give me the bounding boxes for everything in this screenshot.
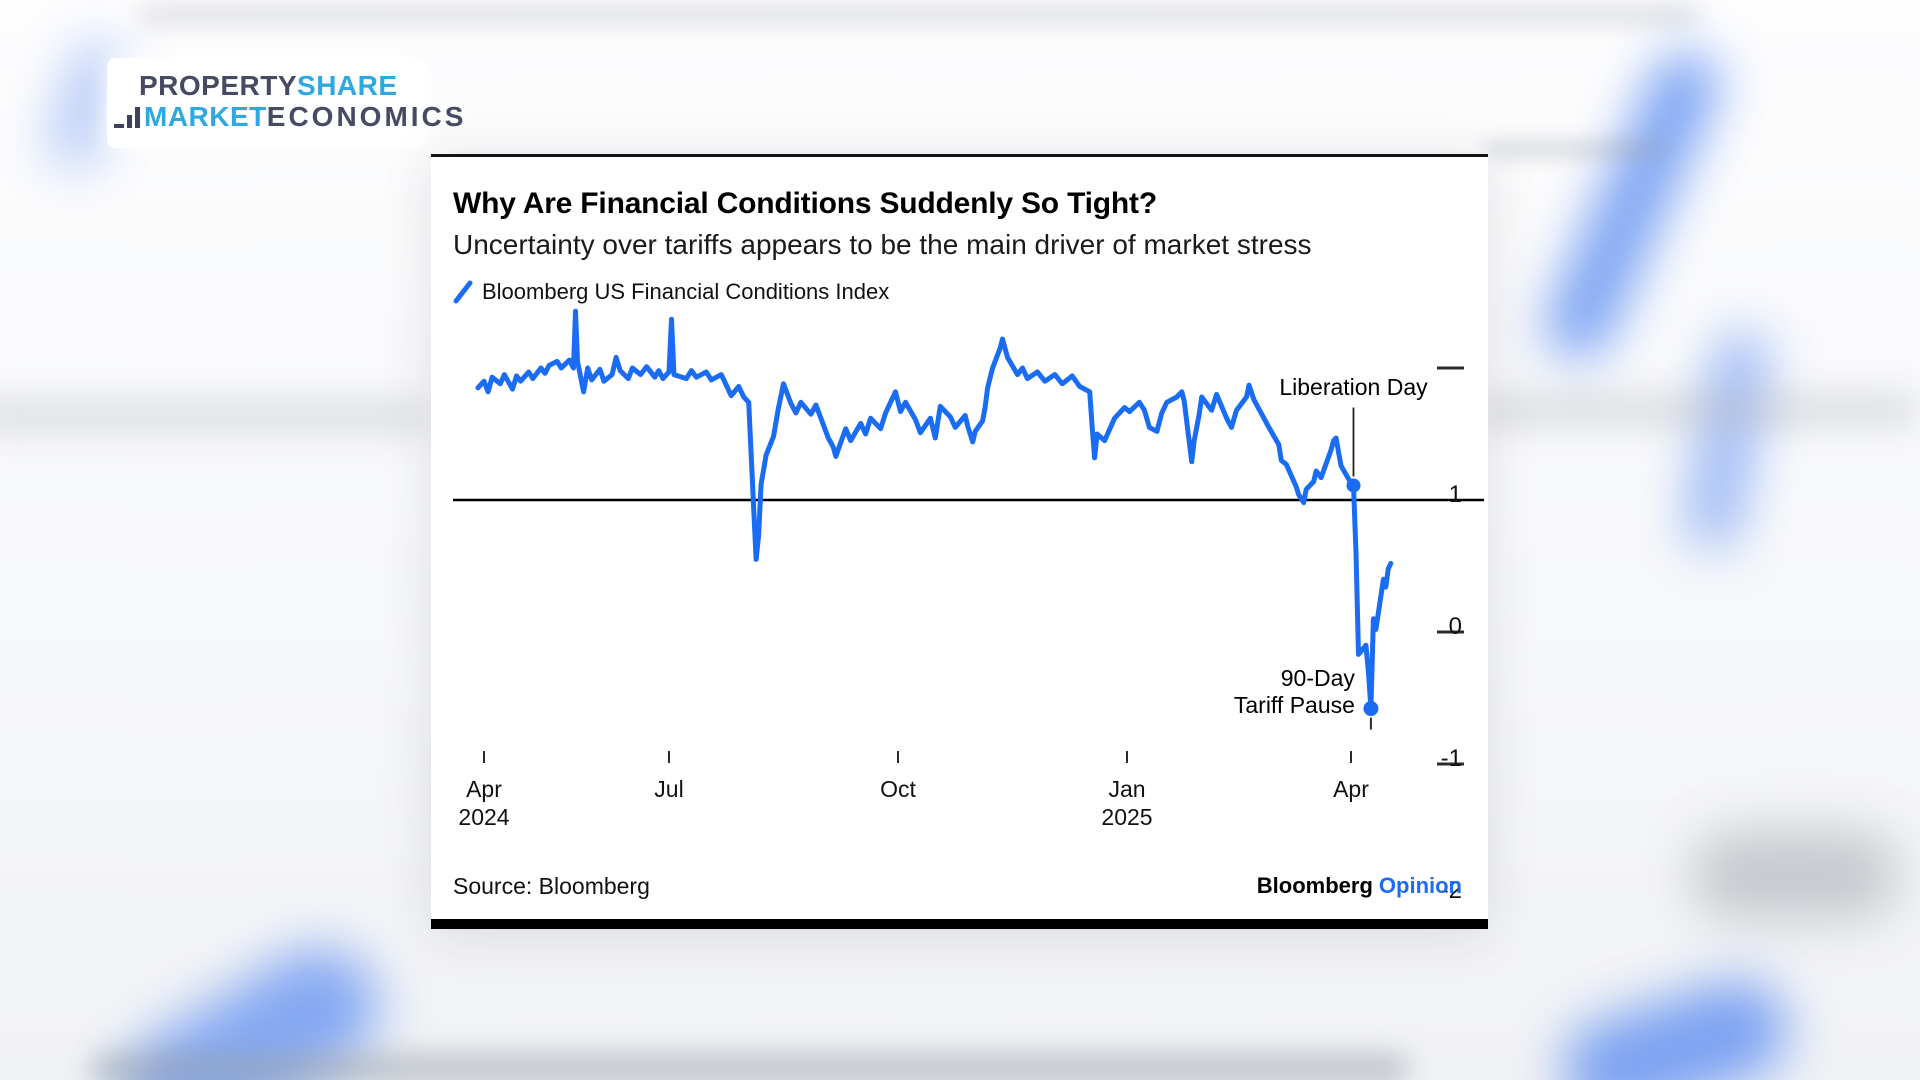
x-tick-label: Jul	[654, 776, 684, 802]
annotation-label: Liberation Day	[1279, 374, 1428, 401]
chart-card: Why Are Financial Conditions Suddenly So…	[431, 154, 1488, 929]
legend-line-icon	[453, 280, 473, 304]
x-tick-label: Apr 2024	[458, 776, 510, 830]
legend-label: Bloomberg US Financial Conditions Index	[482, 279, 890, 304]
bg-blur-gray-band	[1480, 395, 1920, 425]
brand-bloomberg: Bloomberg	[1256, 873, 1373, 898]
bg-blur-blue-streak	[1535, 41, 1729, 369]
x-tick-label: Apr	[1333, 776, 1369, 802]
brand-opinion: Opinion	[1378, 873, 1462, 898]
logo-text-share: SHARE	[297, 70, 398, 101]
bg-blur-blue-streak	[1681, 326, 1773, 554]
chart-plot	[453, 308, 1484, 766]
chart-subtitle: Uncertainty over tariffs appears to be t…	[453, 229, 1312, 260]
bg-blur-top-line	[140, 8, 1700, 22]
annotation-label: 90-Day Tariff Pause	[1233, 664, 1355, 718]
logo: PROPERTYSHARE MARKET ECONOMICS	[107, 58, 463, 148]
logo-line2: MARKET ECONOMICS	[114, 101, 463, 133]
logo-text-economics: ECONOMICS	[266, 101, 467, 132]
logo-line1: PROPERTYSHARE	[139, 71, 425, 101]
bg-blur-gray-band	[0, 402, 430, 430]
bg-blur-blue-streak	[1550, 966, 1800, 1080]
chart-title: Why Are Financial Conditions Suddenly So…	[453, 187, 1157, 220]
card-bottom-rule	[431, 919, 1488, 929]
logo-text-market: MARKET	[144, 101, 267, 132]
brand: Bloomberg Opinion	[1257, 873, 1462, 899]
y-tick-label: -2	[1440, 877, 1462, 904]
legend: Bloomberg US Financial Conditions Index	[453, 279, 889, 305]
bg-blur-gray-smudge	[1690, 830, 1900, 920]
logo-text-property: PROPERTY	[139, 70, 298, 101]
y-tick-label: 1	[1448, 481, 1462, 508]
source-label: Source: Bloomberg	[453, 873, 650, 899]
y-tick-label: -1	[1440, 745, 1462, 772]
x-tick-label: Jan 2025	[1101, 776, 1153, 830]
x-tick-label: Oct	[880, 776, 916, 802]
y-tick-label: 0	[1448, 613, 1462, 640]
bg-blur-bottom-band	[90, 1054, 1410, 1080]
bg-blur-gray-streak	[1485, 144, 1665, 154]
bar-chart-icon	[114, 107, 140, 128]
